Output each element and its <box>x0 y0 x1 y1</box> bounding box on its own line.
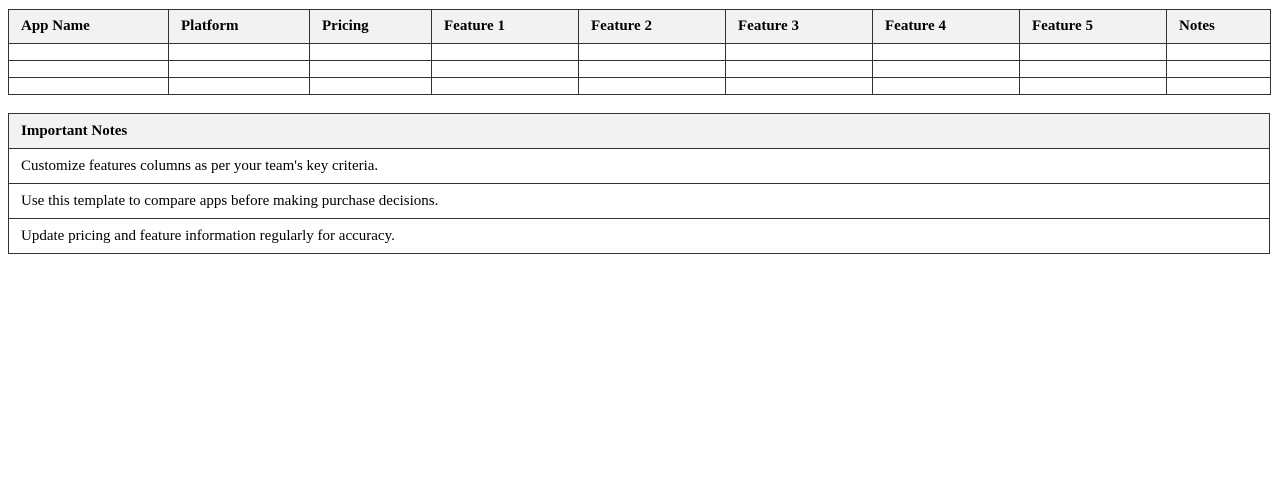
app-comparison-table: App Name Platform Pricing Feature 1 Feat… <box>8 9 1271 95</box>
table-cell[interactable] <box>431 60 579 78</box>
table-cell[interactable] <box>168 43 310 61</box>
note-item: Update pricing and feature information r… <box>8 218 1270 254</box>
table-row <box>8 77 1271 95</box>
notes-header-row: Important Notes <box>8 113 1270 149</box>
table-cell[interactable] <box>431 43 579 61</box>
table-row <box>8 60 1271 78</box>
table-cell[interactable] <box>578 43 726 61</box>
table-cell[interactable] <box>431 77 579 95</box>
table-cell[interactable] <box>725 43 873 61</box>
table-cell[interactable] <box>1166 60 1271 78</box>
note-row: Use this template to compare apps before… <box>8 183 1270 219</box>
header-feature-2: Feature 2 <box>578 9 726 44</box>
table-cell[interactable] <box>168 77 310 95</box>
table-cell[interactable] <box>309 77 432 95</box>
header-row: App Name Platform Pricing Feature 1 Feat… <box>8 9 1271 44</box>
header-app-name: App Name <box>8 9 169 44</box>
table-row <box>8 43 1271 61</box>
table-cell[interactable] <box>872 77 1020 95</box>
table-cell[interactable] <box>578 77 726 95</box>
table-cell[interactable] <box>309 60 432 78</box>
table-cell[interactable] <box>168 60 310 78</box>
note-item: Customize features columns as per your t… <box>8 148 1270 184</box>
header-feature-1: Feature 1 <box>431 9 579 44</box>
note-item: Use this template to compare apps before… <box>8 183 1270 219</box>
header-pricing: Pricing <box>309 9 432 44</box>
table-cell[interactable] <box>872 43 1020 61</box>
table-cell[interactable] <box>309 43 432 61</box>
table-cell[interactable] <box>872 60 1020 78</box>
table-cell[interactable] <box>1166 43 1271 61</box>
table-cell[interactable] <box>1019 60 1167 78</box>
important-notes-table: Important Notes Customize features colum… <box>8 113 1270 254</box>
note-row: Customize features columns as per your t… <box>8 148 1270 184</box>
header-feature-5: Feature 5 <box>1019 9 1167 44</box>
header-notes: Notes <box>1166 9 1271 44</box>
table-cell[interactable] <box>8 60 169 78</box>
table-cell[interactable] <box>1019 43 1167 61</box>
table-cell[interactable] <box>1166 77 1271 95</box>
header-platform: Platform <box>168 9 310 44</box>
header-feature-4: Feature 4 <box>872 9 1020 44</box>
table-cell[interactable] <box>8 77 169 95</box>
notes-title: Important Notes <box>8 113 1270 149</box>
header-feature-3: Feature 3 <box>725 9 873 44</box>
table-cell[interactable] <box>1019 77 1167 95</box>
table-cell[interactable] <box>725 60 873 78</box>
table-cell[interactable] <box>578 60 726 78</box>
note-row: Update pricing and feature information r… <box>8 218 1270 254</box>
table-cell[interactable] <box>725 77 873 95</box>
table-cell[interactable] <box>8 43 169 61</box>
